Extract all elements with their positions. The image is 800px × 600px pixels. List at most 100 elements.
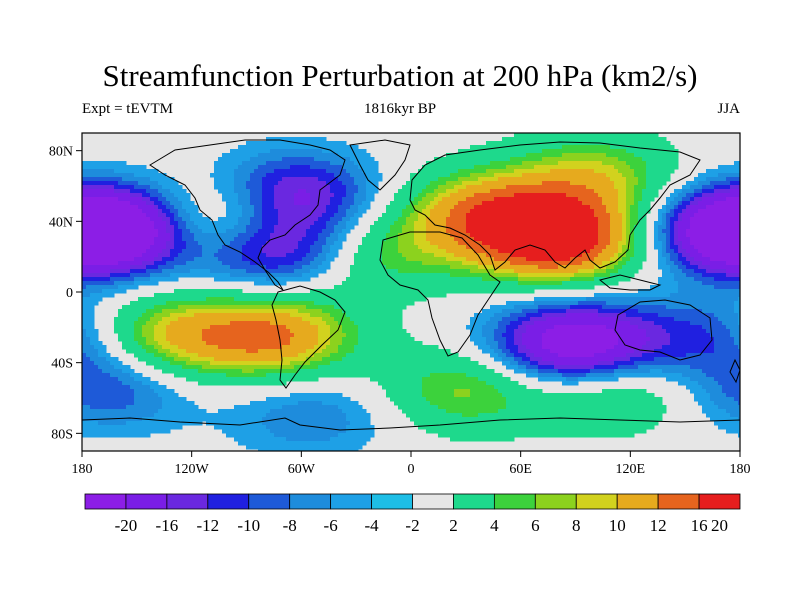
field-cell [330, 197, 335, 202]
field-cell [178, 341, 183, 346]
field-cell [286, 445, 291, 450]
field-cell [390, 385, 395, 390]
field-cell [186, 349, 191, 354]
field-cell [334, 161, 339, 166]
field-cell [322, 441, 327, 446]
field-cell [222, 257, 227, 262]
field-cell [242, 257, 247, 262]
field-cell [90, 217, 95, 222]
field-cell [90, 293, 95, 298]
field-cell [94, 185, 99, 190]
field-cell [170, 397, 175, 402]
field-cell [234, 157, 239, 162]
field-cell [386, 317, 391, 322]
field-cell [230, 421, 235, 426]
field-cell [310, 209, 315, 214]
field-cell [250, 181, 255, 186]
field-cell [122, 313, 127, 318]
field-cell [290, 425, 295, 430]
field-cell [294, 165, 299, 170]
field-cell [390, 253, 395, 258]
field-cell [190, 321, 195, 326]
field-cell [242, 269, 247, 274]
field-cell [382, 273, 387, 278]
field-cell [170, 265, 175, 270]
field-cell [250, 441, 255, 446]
field-cell [226, 325, 231, 330]
field-cell [90, 237, 95, 242]
field-cell [222, 157, 227, 162]
field-cell [234, 369, 239, 374]
field-cell [166, 261, 171, 266]
field-cell [258, 437, 263, 442]
field-cell [278, 237, 283, 242]
field-cell [118, 413, 123, 418]
field-cell [110, 177, 115, 182]
field-cell [254, 269, 259, 274]
field-cell [214, 269, 219, 274]
field-cell [350, 413, 355, 418]
field-cell [190, 349, 195, 354]
field-cell [146, 333, 151, 338]
field-cell [90, 361, 95, 366]
field-cell [298, 161, 303, 166]
field-cell [358, 173, 363, 178]
field-cell [174, 329, 179, 334]
field-cell [150, 277, 155, 282]
field-cell [126, 381, 131, 386]
field-cell [326, 313, 331, 318]
field-cell [310, 193, 315, 198]
field-cell [294, 365, 299, 370]
field-cell [234, 317, 239, 322]
field-cell [314, 165, 319, 170]
field-cell [314, 241, 319, 246]
field-cell [106, 165, 111, 170]
field-cell [254, 301, 259, 306]
field-cell [406, 381, 411, 386]
field-cell [282, 357, 287, 362]
field-cell [394, 357, 399, 362]
field-cell [358, 297, 363, 302]
field-cell [154, 257, 159, 262]
field-cell [178, 425, 183, 430]
field-cell [162, 329, 167, 334]
field-cell [106, 249, 111, 254]
field-cell [270, 381, 275, 386]
field-cell [266, 305, 271, 310]
field-cell [194, 237, 199, 242]
field-cell [254, 189, 259, 194]
field-cell [162, 241, 167, 246]
field-cell [230, 269, 235, 274]
field-cell [274, 301, 279, 306]
field-cell [214, 325, 219, 330]
field-cell [154, 181, 159, 186]
field-cell [130, 393, 135, 398]
field-cell [82, 177, 87, 182]
field-cell [362, 265, 367, 270]
field-cell [186, 193, 191, 198]
field-cell [350, 153, 355, 158]
field-cell [366, 185, 371, 190]
field-cell [270, 333, 275, 338]
field-cell [302, 413, 307, 418]
field-cell [274, 229, 279, 234]
field-cell [158, 185, 163, 190]
field-cell [266, 265, 271, 270]
field-cell [310, 169, 315, 174]
field-cell [246, 405, 251, 410]
field-cell [210, 349, 215, 354]
field-cell [190, 417, 195, 422]
field-cell [378, 345, 383, 350]
field-cell [230, 369, 235, 374]
field-cell [142, 349, 147, 354]
field-cell [258, 217, 263, 222]
field-cell [318, 201, 323, 206]
field-cell [86, 217, 91, 222]
field-cell [366, 269, 371, 274]
field-cell [230, 297, 235, 302]
field-cell [170, 273, 175, 278]
field-cell [282, 209, 287, 214]
field-cell [234, 189, 239, 194]
field-cell [306, 269, 311, 274]
field-cell [374, 321, 379, 326]
